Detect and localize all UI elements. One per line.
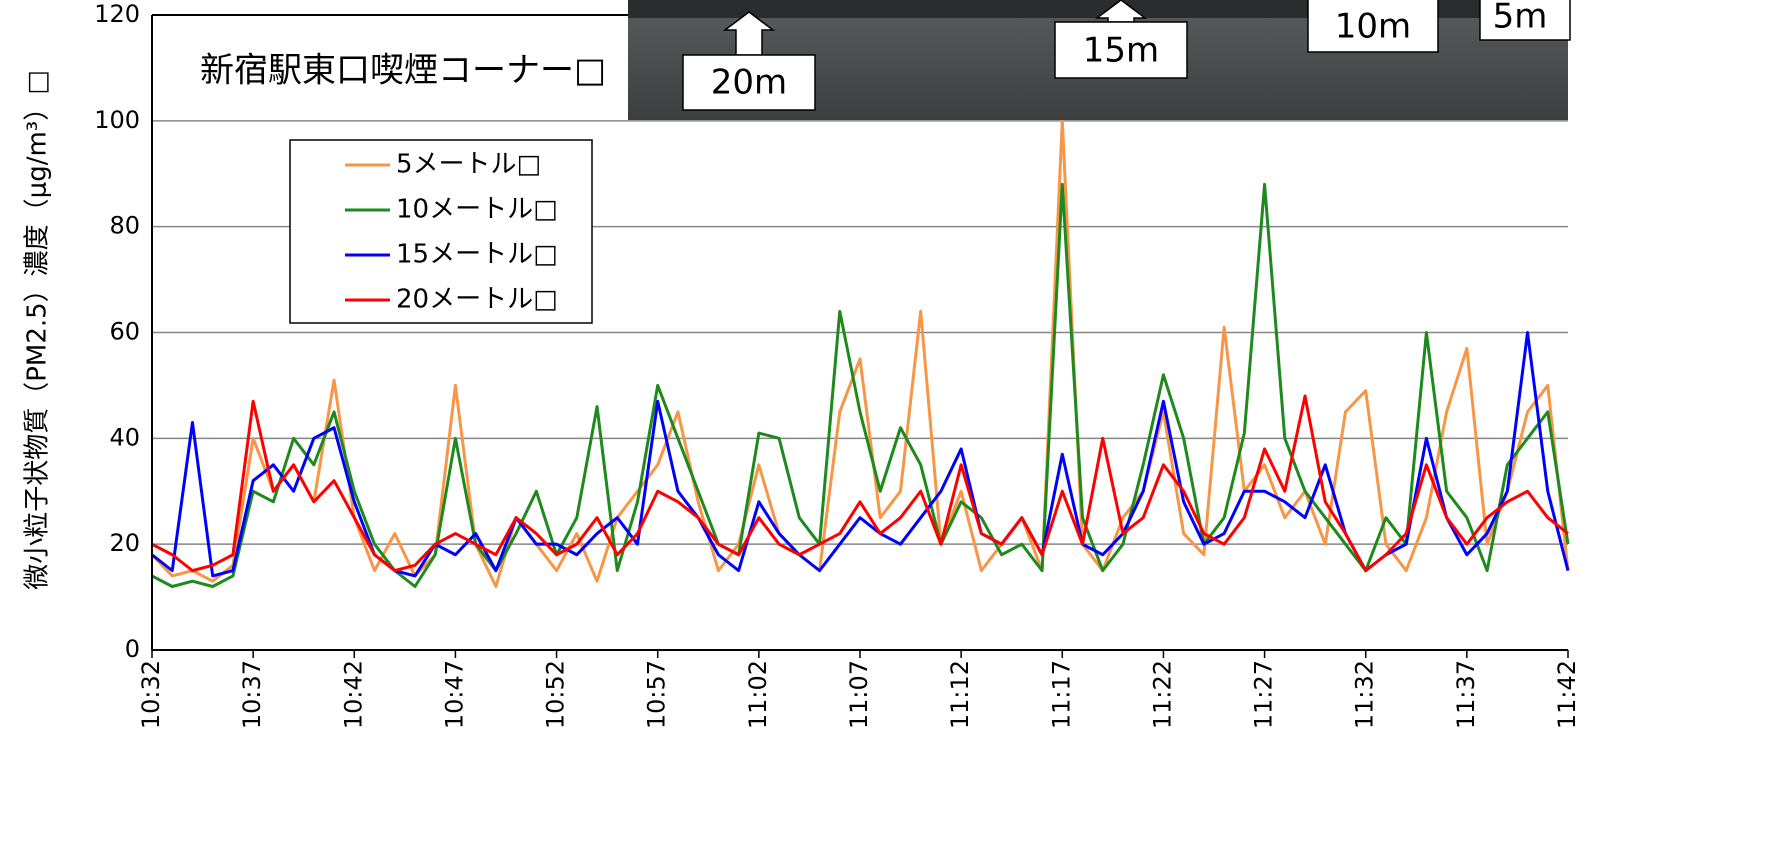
x-tick-label: 11:02 bbox=[744, 660, 772, 729]
y-tick-label: 120 bbox=[94, 0, 140, 28]
legend-label: 15メートル□ bbox=[396, 240, 558, 270]
photo-label: 20m bbox=[711, 63, 787, 103]
x-tick-label: 10:47 bbox=[440, 660, 468, 729]
x-tick-label: 11:17 bbox=[1047, 660, 1075, 729]
y-tick-label: 40 bbox=[109, 423, 140, 451]
x-tick-label: 10:42 bbox=[339, 660, 367, 729]
x-tick-label: 10:32 bbox=[137, 660, 165, 729]
photo-label: 5m bbox=[1493, 0, 1548, 37]
x-tick-label: 11:32 bbox=[1351, 660, 1379, 729]
x-tick-label: 11:12 bbox=[946, 660, 974, 729]
series-line bbox=[150, 119, 1570, 588]
x-tick-label: 11:07 bbox=[845, 660, 873, 729]
legend-label: 5メートル□ bbox=[396, 150, 541, 180]
y-tick-label: 60 bbox=[109, 318, 140, 346]
photo-label: 10m bbox=[1335, 7, 1411, 47]
x-tick-label: 10:57 bbox=[643, 660, 671, 729]
series-line bbox=[151, 182, 1570, 588]
chart-title: 新宿駅東口喫煙コーナー□ bbox=[200, 51, 606, 91]
legend bbox=[289, 139, 593, 324]
photo-label: 15m bbox=[1083, 31, 1159, 71]
label-box bbox=[1307, 0, 1439, 53]
y-tick-label: 80 bbox=[109, 212, 140, 240]
x-tick-label: 11:22 bbox=[1148, 660, 1176, 729]
y-tick-label: 20 bbox=[109, 529, 140, 557]
label-box bbox=[682, 54, 816, 111]
x-tick-label: 11:42 bbox=[1553, 660, 1581, 729]
x-tick-label: 11:37 bbox=[1452, 660, 1480, 729]
y-tick-label: 0 bbox=[125, 635, 140, 663]
lines bbox=[150, 119, 1570, 588]
legend-label: 20メートル□ bbox=[396, 285, 558, 315]
series-line bbox=[151, 394, 1569, 573]
y-axis-label: 微小粒子状物質（PM2.5）濃度（μg/m³）□ bbox=[23, 70, 53, 590]
label-box bbox=[1479, 0, 1571, 41]
legend-items: 5メートル□ 10メートル□ 15メートル□ 20メートル□ bbox=[345, 150, 558, 315]
x-tick-label: 10:37 bbox=[238, 660, 266, 729]
photo: 20m 15m 10m 5m bbox=[628, 0, 1571, 120]
x-tick-label: 11:27 bbox=[1250, 660, 1278, 729]
label-box bbox=[1054, 21, 1188, 79]
x-tick-label: 10:52 bbox=[542, 660, 570, 729]
y-tick-label: 100 bbox=[94, 106, 140, 134]
legend-label: 10メートル□ bbox=[396, 195, 558, 225]
